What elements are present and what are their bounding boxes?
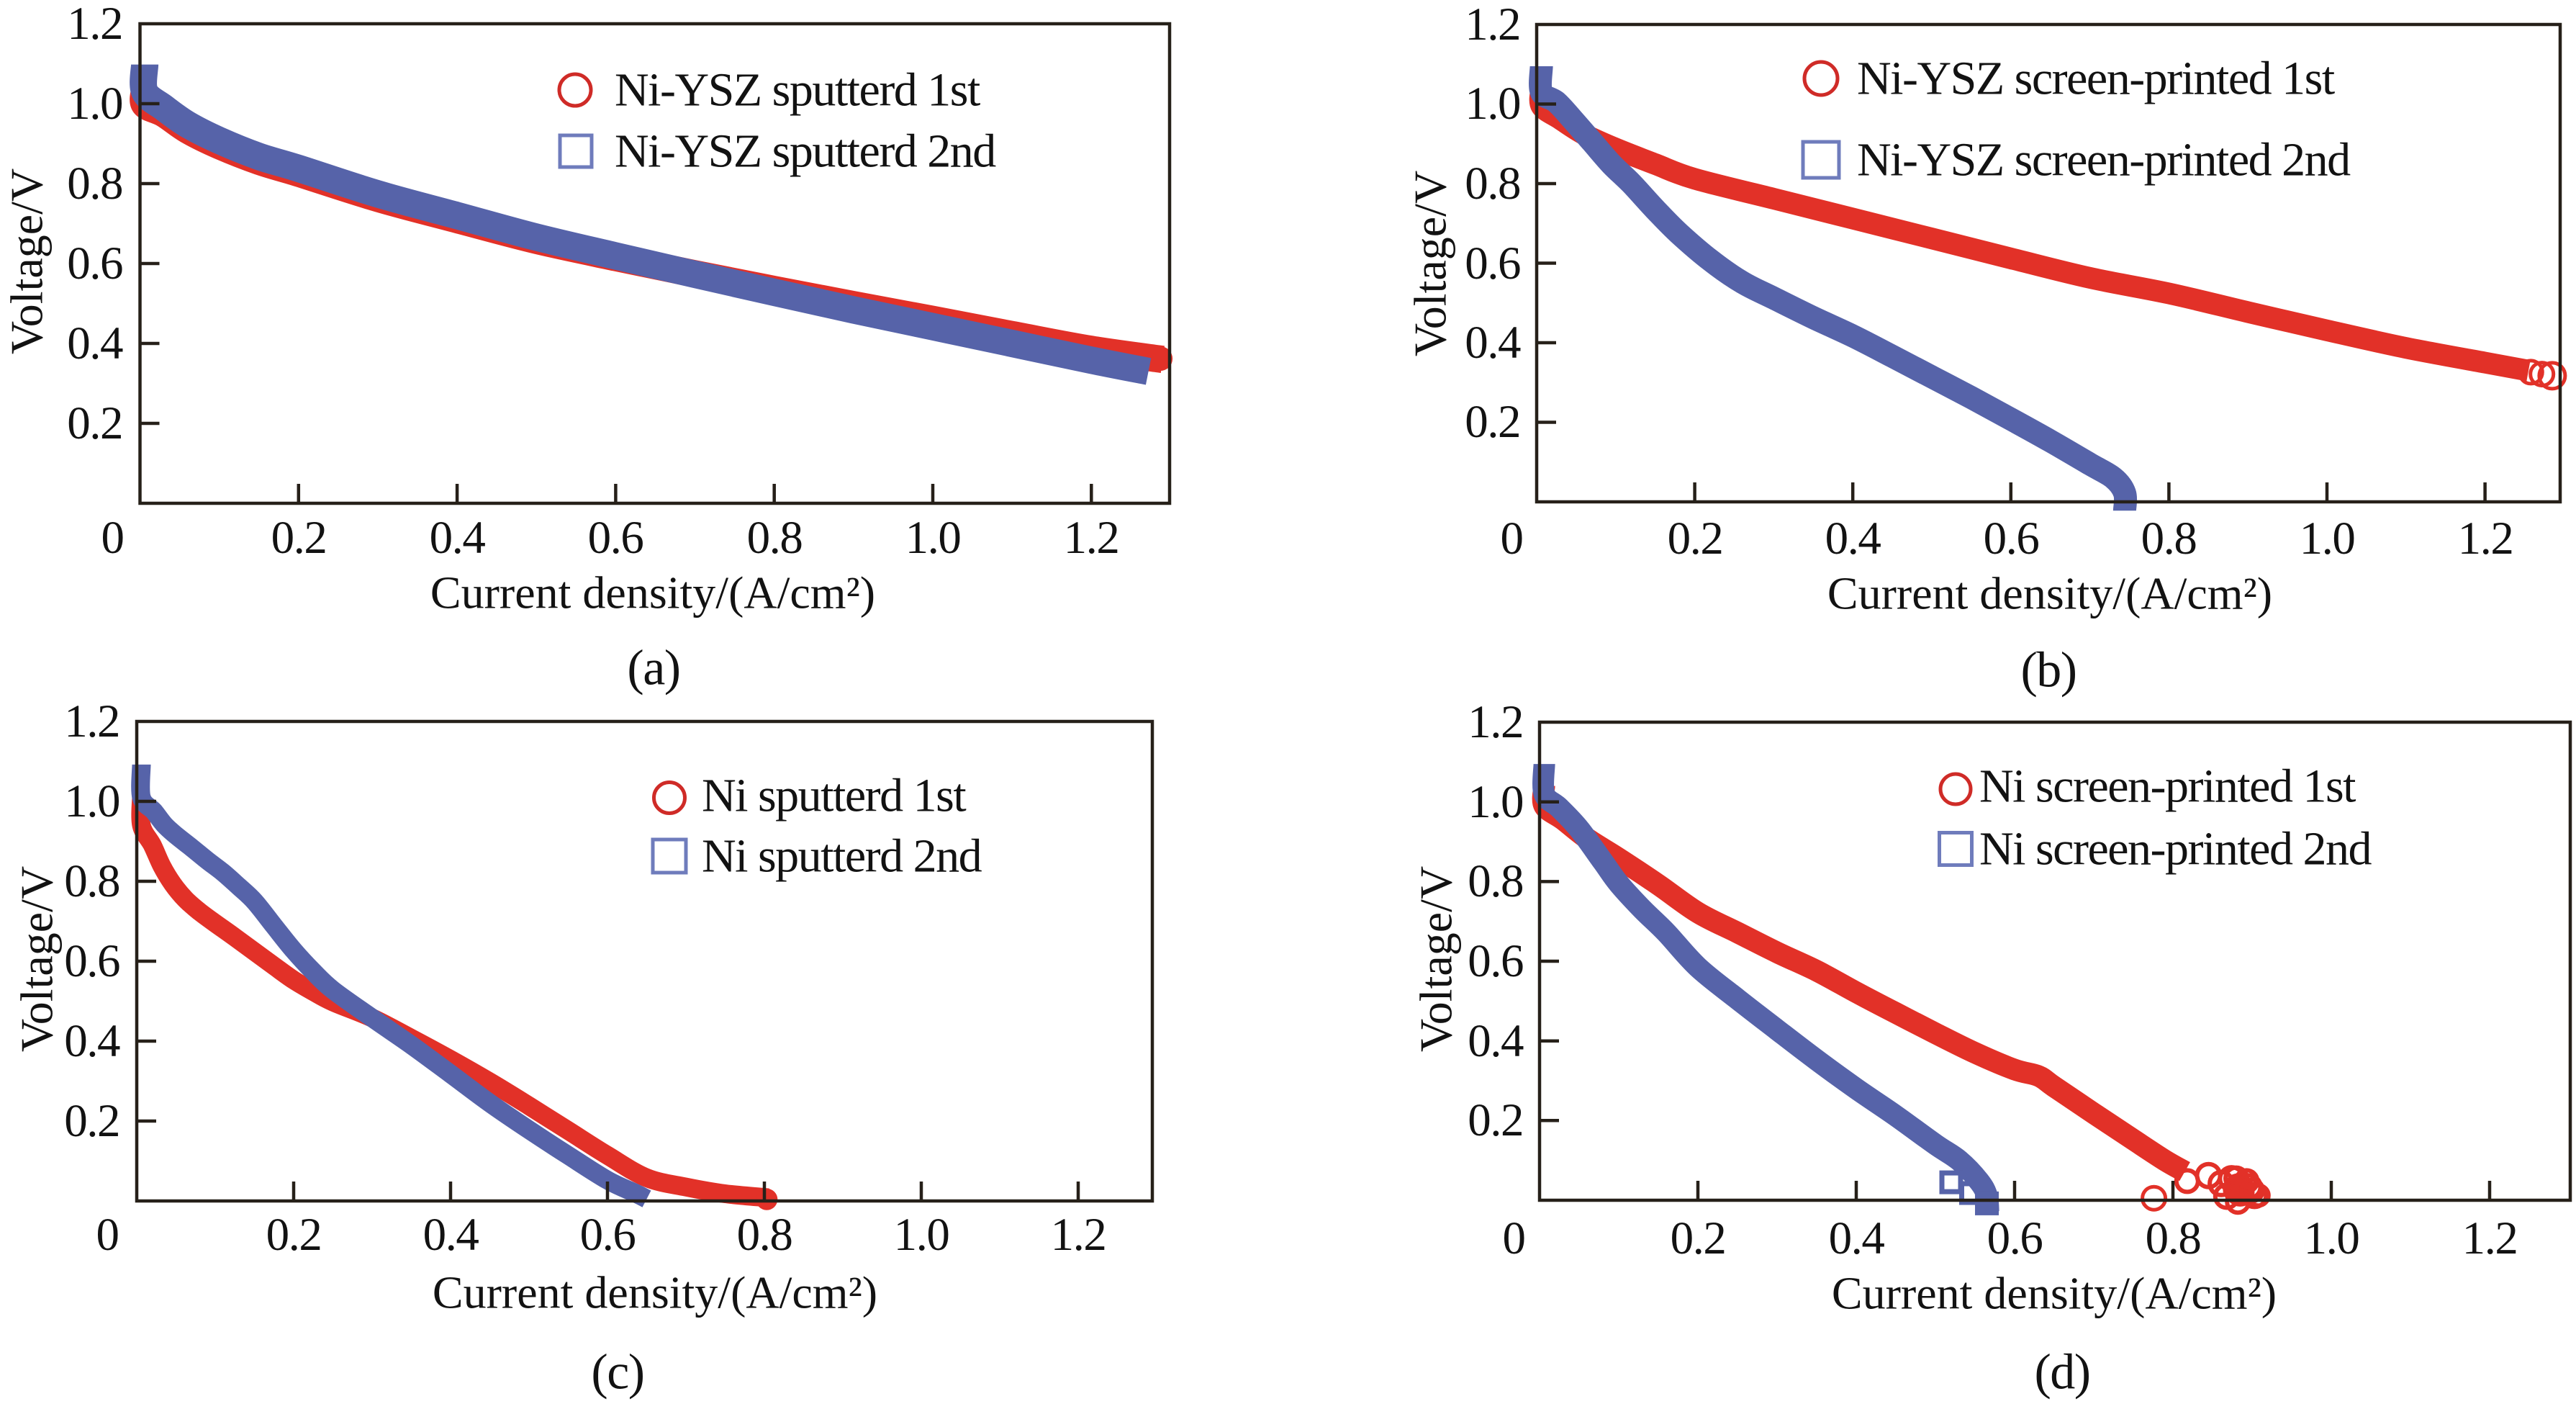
svg-text:Voltage/V: Voltage/V [1405,171,1456,356]
svg-text:0.6: 0.6 [588,512,643,564]
svg-text:0.4: 0.4 [64,1015,120,1067]
svg-text:0.8: 0.8 [64,855,119,907]
svg-text:Voltage/V: Voltage/V [1411,866,1462,1052]
svg-text:0.2: 0.2 [64,1095,119,1147]
svg-text:0.6: 0.6 [1987,1212,2043,1264]
svg-text:1.2: 1.2 [2462,1212,2518,1264]
svg-text:0.6: 0.6 [1468,935,1523,987]
svg-text:0.4: 0.4 [1829,1212,1885,1264]
svg-text:Ni screen-printed 1st: Ni screen-printed 1st [1979,760,2356,813]
svg-text:Ni-YSZ sputterd 1st: Ni-YSZ sputterd 1st [615,64,980,117]
svg-text:0.4: 0.4 [1825,513,1881,564]
svg-text:0.2: 0.2 [1468,1094,1523,1146]
svg-text:0.8: 0.8 [1465,158,1520,210]
svg-text:Current density/(A/cm²): Current density/(A/cm²) [433,1267,877,1318]
svg-text:Ni sputterd 2nd: Ni sputterd 2nd [702,830,982,883]
svg-text:(a): (a) [627,641,679,696]
svg-text:1.2: 1.2 [1465,0,1520,50]
svg-text:1.0: 1.0 [2300,513,2355,564]
svg-text:0.2: 0.2 [1465,396,1520,448]
svg-text:0.8: 0.8 [67,158,122,210]
svg-text:Ni screen-printed 2nd: Ni screen-printed 2nd [1979,823,2372,876]
svg-text:1.0: 1.0 [2304,1212,2359,1264]
svg-text:0: 0 [101,512,124,564]
svg-text:0.6: 0.6 [67,238,122,289]
svg-text:0.6: 0.6 [1984,513,2039,564]
svg-text:0.6: 0.6 [580,1209,636,1261]
svg-text:1.2: 1.2 [1064,512,1119,564]
svg-text:Ni-YSZ screen-printed 2nd: Ni-YSZ screen-printed 2nd [1857,134,2351,186]
svg-text:Voltage/V: Voltage/V [12,866,63,1052]
svg-text:1.0: 1.0 [1468,776,1523,828]
svg-text:0.8: 0.8 [2146,1212,2201,1264]
svg-text:1.2: 1.2 [1051,1209,1106,1261]
svg-text:0.4: 0.4 [1465,317,1521,369]
svg-text:0.6: 0.6 [1465,238,1520,289]
svg-text:1.2: 1.2 [2458,513,2513,564]
svg-text:0: 0 [1503,1212,1525,1264]
svg-text:0.2: 0.2 [1671,1212,1726,1264]
svg-text:0.8: 0.8 [747,512,803,564]
svg-text:0: 0 [96,1209,119,1261]
svg-text:Ni sputterd 1st: Ni sputterd 1st [702,770,966,822]
svg-text:0.2: 0.2 [266,1209,322,1261]
svg-text:1.2: 1.2 [67,0,122,50]
svg-text:Ni-YSZ sputterd 2nd: Ni-YSZ sputterd 2nd [615,125,996,178]
svg-text:(c): (c) [591,1345,643,1400]
svg-text:(d): (d) [2034,1345,2089,1400]
svg-text:1.0: 1.0 [894,1209,949,1261]
svg-text:0.2: 0.2 [67,397,122,449]
svg-text:1.0: 1.0 [1465,78,1520,130]
svg-text:0.4: 0.4 [423,1209,479,1261]
svg-text:1.0: 1.0 [905,512,961,564]
svg-text:0.2: 0.2 [1668,513,1723,564]
svg-text:0.8: 0.8 [1468,855,1523,907]
svg-text:Voltage/V: Voltage/V [1,168,53,354]
svg-text:0.6: 0.6 [64,935,119,987]
svg-text:Ni-YSZ screen-printed 1st: Ni-YSZ screen-printed 1st [1857,53,2335,105]
svg-text:0.8: 0.8 [737,1209,792,1261]
svg-text:1.2: 1.2 [64,696,119,747]
svg-text:1.0: 1.0 [67,78,122,130]
svg-text:0.2: 0.2 [271,512,327,564]
svg-text:1.2: 1.2 [1468,696,1523,748]
svg-text:0.4: 0.4 [67,318,123,369]
svg-text:0: 0 [1501,513,1523,564]
svg-text:(b): (b) [2020,643,2076,698]
svg-text:Current density/(A/cm²): Current density/(A/cm²) [430,567,875,618]
svg-text:Current density/(A/cm²): Current density/(A/cm²) [1832,1268,2277,1319]
svg-text:0.8: 0.8 [2141,513,2197,564]
svg-text:1.0: 1.0 [64,775,119,827]
svg-text:0.4: 0.4 [1468,1015,1524,1067]
svg-text:0.4: 0.4 [430,512,486,564]
svg-text:Current density/(A/cm²): Current density/(A/cm²) [1827,568,2272,619]
